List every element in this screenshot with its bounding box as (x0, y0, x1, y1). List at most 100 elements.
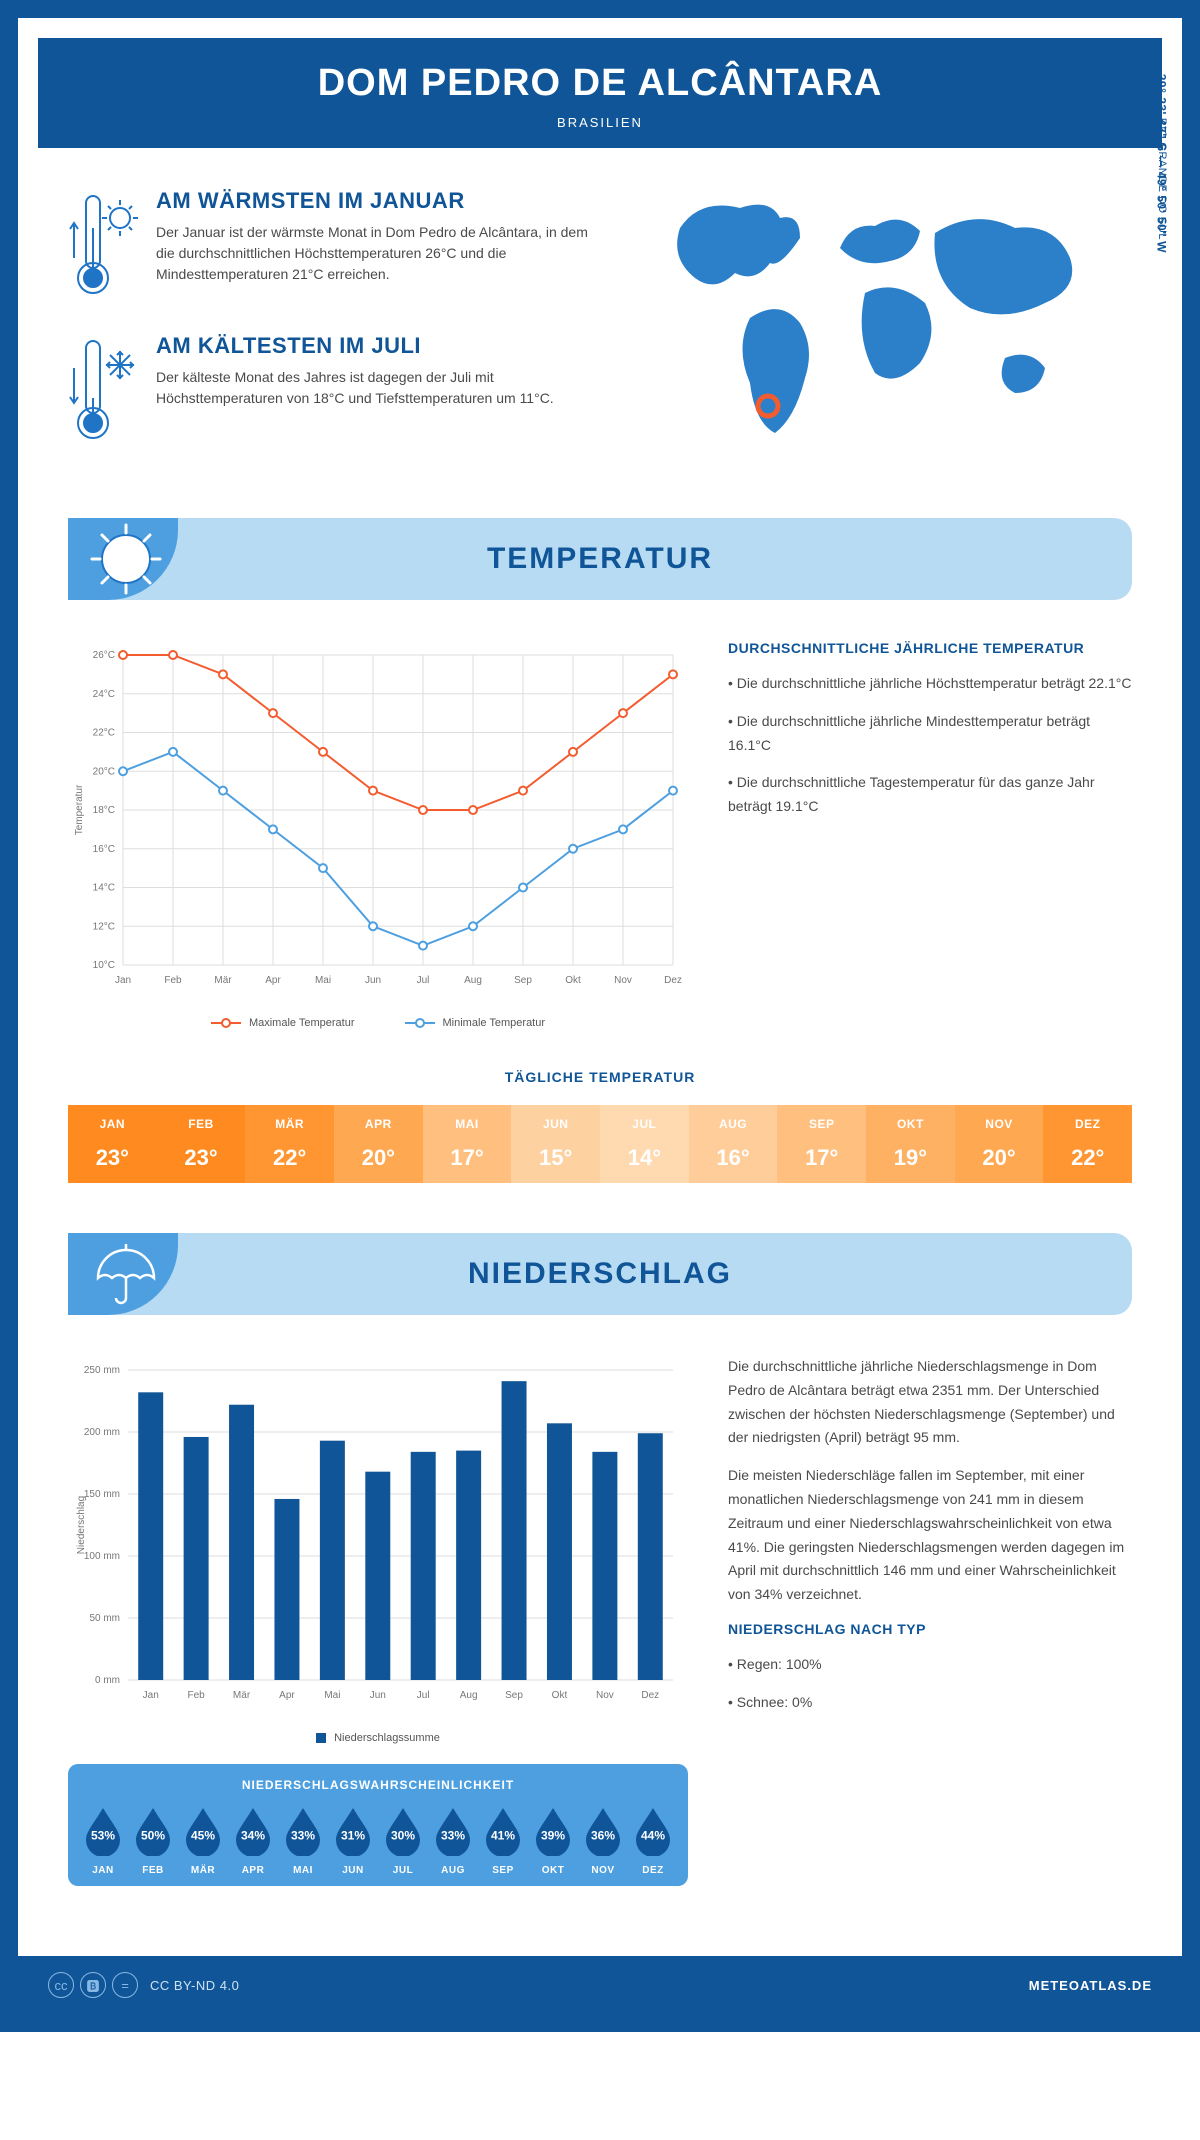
daily-temp-value: 22° (245, 1145, 334, 1171)
thermometer-hot-icon (68, 188, 138, 298)
map-column: RIO GRANDE DO SUL 29° 23' 47" S — 49° 50… (640, 188, 1132, 478)
daily-temp-cell: AUG16° (689, 1105, 778, 1183)
by-icon: 🅱 (80, 1972, 106, 1998)
daily-temp-value: 22° (1043, 1145, 1132, 1171)
daily-temp-value: 23° (68, 1145, 157, 1171)
daily-temp-cell: MAI17° (423, 1105, 512, 1183)
daily-temp-value: 20° (334, 1145, 423, 1171)
precip-prob-cell: 31%JUN (328, 1804, 378, 1876)
daily-temp-value: 17° (423, 1145, 512, 1171)
daily-temp-cell: MÄR 22° (245, 1105, 334, 1183)
precip-prob-value: 45% (191, 1828, 215, 1842)
warmest-title: AM WÄRMSTEN IM JANUAR (156, 188, 610, 214)
precip-body-2: Die meisten Niederschläge fallen im Sept… (728, 1464, 1132, 1607)
precip-prob-cell: 53%JAN (78, 1804, 128, 1876)
precip-prob-value: 30% (391, 1828, 415, 1842)
precip-prob-cell: 39%OKT (528, 1804, 578, 1876)
daily-temp-cell: JAN 23° (68, 1105, 157, 1183)
nd-icon: = (112, 1972, 138, 1998)
svg-text:22°C: 22°C (93, 728, 115, 739)
precip-heading: NIEDERSCHLAG (68, 1257, 1132, 1291)
footer: cc 🅱 = CC BY-ND 4.0 METEOATLAS.DE (18, 1956, 1182, 2014)
svg-text:16°C: 16°C (93, 844, 115, 855)
svg-text:Mai: Mai (324, 1690, 340, 1701)
svg-text:14°C: 14°C (93, 883, 115, 894)
cc-icon: cc (48, 1972, 74, 1998)
svg-text:Sep: Sep (505, 1690, 523, 1701)
coldest-body: Der kälteste Monat des Jahres ist dagege… (156, 367, 610, 409)
daily-temp-value: 15° (511, 1145, 600, 1171)
svg-text:50 mm: 50 mm (89, 1613, 120, 1624)
precip-prob-month: AUG (428, 1865, 478, 1876)
svg-text:0 mm: 0 mm (95, 1675, 120, 1686)
precip-row: 0 mm50 mm100 mm150 mm200 mm250 mmJanFebM… (68, 1355, 1132, 1886)
warmest-body: Der Januar ist der wärmste Monat in Dom … (156, 222, 610, 285)
thermometer-cold-icon (68, 333, 138, 443)
precip-prob-value: 50% (141, 1828, 165, 1842)
temperature-heading: TEMPERATUR (68, 542, 1132, 576)
svg-text:150 mm: 150 mm (84, 1489, 120, 1500)
svg-text:10°C: 10°C (93, 960, 115, 971)
svg-text:Dez: Dez (641, 1690, 659, 1701)
precip-legend: Niederschlagssumme (68, 1732, 688, 1744)
daily-temp-title: TÄGLICHE TEMPERATUR (68, 1069, 1132, 1085)
precip-type-heading: NIEDERSCHLAG NACH TYP (728, 1621, 1132, 1637)
cc-icons: cc 🅱 = (48, 1972, 138, 1998)
svg-text:Mär: Mär (233, 1690, 251, 1701)
precip-prob-cell: 44%DEZ (628, 1804, 678, 1876)
site-label: METEOATLAS.DE (1029, 1978, 1152, 1993)
svg-text:Jun: Jun (365, 975, 381, 986)
coords-label: 29° 23' 47" S — 49° 50' 50" W (1154, 74, 1168, 253)
precip-prob-value: 33% (441, 1828, 465, 1842)
precip-prob-cell: 45%MÄR (178, 1804, 228, 1876)
daily-temp-cell: DEZ22° (1043, 1105, 1132, 1183)
daily-temp-month: APR (334, 1117, 423, 1131)
daily-temp-value: 14° (600, 1145, 689, 1171)
svg-text:Apr: Apr (265, 975, 281, 986)
precip-type-item: • Regen: 100% (728, 1653, 1132, 1677)
cc-label: CC BY-ND 4.0 (150, 1978, 239, 1993)
daily-temp-month: JUN (511, 1117, 600, 1131)
precip-legend-label: Niederschlagssumme (334, 1732, 440, 1744)
daily-temp-month: SEP (777, 1117, 866, 1131)
wind-icon (1192, 60, 1200, 130)
content-area: AM WÄRMSTEN IM JANUAR Der Januar ist der… (18, 148, 1182, 1956)
svg-text:26°C: 26°C (93, 650, 115, 661)
coldest-title: AM KÄLTESTEN IM JULI (156, 333, 610, 359)
precip-prob-value: 33% (291, 1828, 315, 1842)
daily-temp-month: MÄR (245, 1117, 334, 1131)
precip-prob-cell: 34%APR (228, 1804, 278, 1876)
precip-prob-cell: 36%NOV (578, 1804, 628, 1876)
daily-temp-cell: SEP 17° (777, 1105, 866, 1183)
svg-text:Jan: Jan (115, 975, 131, 986)
temp-legend: .legend-line[style*='f25c2e']::after{bor… (68, 1017, 688, 1029)
svg-text:Jun: Jun (370, 1690, 386, 1701)
annual-temp-bullets: • Die durchschnittliche jährliche Höchst… (728, 672, 1132, 819)
world-map-icon (640, 188, 1100, 448)
svg-text:Feb: Feb (164, 975, 182, 986)
precip-bar-chart: 0 mm50 mm100 mm150 mm200 mm250 mmJanFebM… (68, 1355, 688, 1715)
precip-type-list: • Regen: 100%• Schnee: 0% (728, 1653, 1132, 1715)
temperature-banner: TEMPERATUR (68, 518, 1132, 600)
svg-text:Jul: Jul (417, 1690, 430, 1701)
svg-text:Aug: Aug (460, 1690, 478, 1701)
svg-text:Mär: Mär (214, 975, 232, 986)
precip-prob-month: NOV (578, 1865, 628, 1876)
precip-prob-month: OKT (528, 1865, 578, 1876)
svg-text:Nov: Nov (614, 975, 632, 986)
location-title: DOM PEDRO DE ALCÂNTARA (38, 62, 1162, 105)
daily-temp-value: 20° (955, 1145, 1044, 1171)
precip-body-1: Die durchschnittliche jährliche Niedersc… (728, 1355, 1132, 1450)
daily-temp-month: FEB (157, 1117, 246, 1131)
precip-probability-panel: NIEDERSCHLAGSWAHRSCHEINLICHKEIT 53%JAN50… (68, 1764, 688, 1886)
header-banner: DOM PEDRO DE ALCÂNTARA BRASILIEN (38, 38, 1162, 148)
daily-temp-cell: JUL14° (600, 1105, 689, 1183)
daily-temp-value: 19° (866, 1145, 955, 1171)
daily-temp-month: NOV (955, 1117, 1044, 1131)
daily-temp-value: 17° (777, 1145, 866, 1171)
svg-text:250 mm: 250 mm (84, 1365, 120, 1376)
precip-prob-month: MAI (278, 1865, 328, 1876)
daily-temp-month: JAN (68, 1117, 157, 1131)
umbrella-icon (90, 1238, 162, 1310)
precip-prob-month: FEB (128, 1865, 178, 1876)
